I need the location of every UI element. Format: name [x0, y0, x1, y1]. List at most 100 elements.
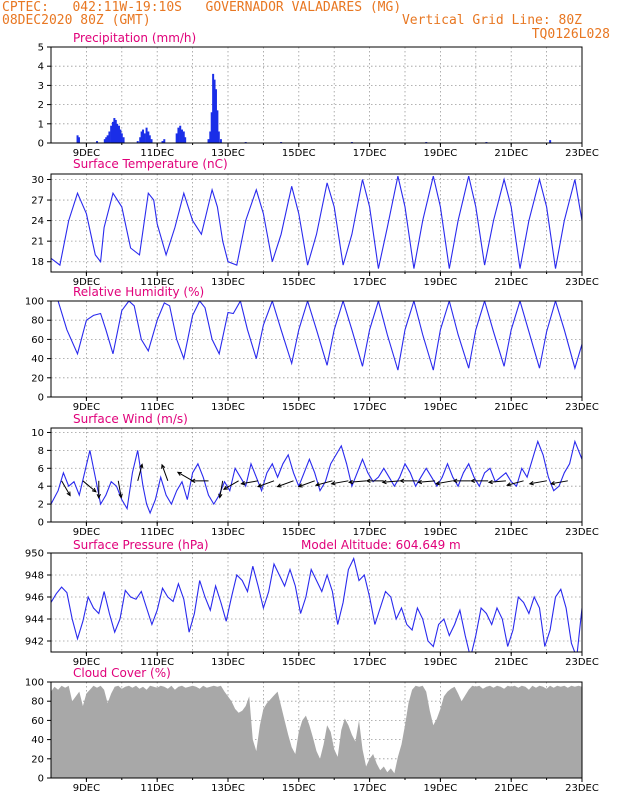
precip-bar [213, 79, 216, 143]
wind-arrow [61, 480, 71, 497]
wind-arrow [506, 480, 524, 487]
y-tick-label: 24 [31, 216, 44, 227]
x-tick-label: 21DEC [494, 402, 528, 413]
model-id: TQ0126L028 [531, 27, 610, 42]
precip-bar [122, 137, 125, 143]
wind-arrow [347, 479, 367, 485]
wind-arrow [330, 480, 349, 486]
x-tick-label: 17DEC [353, 657, 387, 668]
x-tick-label: 15DEC [282, 527, 316, 538]
y-tick-label: 40 [31, 354, 44, 365]
station-info: CPTEC: 042:11W-19:10S GOVERNADOR VALADAR… [2, 0, 402, 15]
y-tick-label: 80 [31, 697, 44, 708]
precip-bar [549, 140, 552, 143]
panel-frame [50, 46, 583, 144]
precip-bar [105, 137, 108, 143]
x-tick-label: 21DEC [494, 783, 528, 794]
y-tick-label: 80 [31, 316, 44, 327]
x-tick-label: 15DEC [282, 783, 316, 794]
plot-area [51, 174, 582, 272]
y-tick-label: 100 [25, 297, 44, 308]
precip-bar [148, 135, 151, 143]
precip-bar [182, 131, 185, 143]
x-tick-label: 13DEC [211, 277, 245, 288]
x-tick-label: 13DEC [211, 783, 245, 794]
y-tick-label: 4 [38, 62, 44, 73]
panel-title: Surface Wind (m/s) [73, 412, 188, 426]
x-tick-label: 23DEC [565, 783, 599, 794]
wind-arrow [417, 479, 436, 485]
precip-bar [139, 137, 142, 143]
x-tick-label: 11DEC [140, 783, 174, 794]
precip-bar [147, 131, 150, 143]
x-tick-label: 23DEC [565, 277, 599, 288]
pressure-line [51, 556, 582, 652]
precip-bar [120, 133, 123, 143]
x-tick-label: 19DEC [424, 527, 458, 538]
wind-arrow [82, 480, 97, 493]
plot-area [51, 428, 582, 522]
wind-arrow [137, 463, 144, 481]
pressure-panel: 942 944 946 948 950 9DEC 11DEC 13DEC 15DEC 17DEC 1… [25, 538, 599, 668]
precip-panel: 0 1 2 3 4 5 9DEC 11DEC 13DEC 15DEC 17DEC 19DEC 21DEC… [38, 31, 599, 159]
x-tick-label: 19DEC [424, 277, 458, 288]
precip-bar [212, 73, 215, 143]
cloud-panel: 0 20 40 60 80 100 9DEC 11DEC 13DEC 15DEC 17DEC 19DE… [25, 666, 599, 794]
x-tick-label: 9DEC [73, 402, 100, 413]
precip-bar [117, 125, 120, 143]
precip-bar [96, 141, 99, 143]
y-tick-label: 3 [38, 81, 44, 92]
precip-bar [207, 139, 210, 143]
x-tick-label: 15DEC [282, 148, 316, 159]
x-tick-label: 11DEC [140, 277, 174, 288]
panel-title: Relative Humidity (%) [73, 285, 204, 299]
y-tick-label: 21 [31, 237, 44, 248]
precip-bar [216, 110, 219, 143]
precip-bar [136, 141, 139, 143]
precip-bar [140, 131, 143, 143]
precip-bar [163, 139, 166, 143]
precip-bar [143, 133, 146, 143]
x-tick-label: 17DEC [353, 148, 387, 159]
panel-frame [50, 427, 583, 523]
x-tick-label: 13DEC [211, 527, 245, 538]
precip-bar [145, 127, 148, 143]
wind-arrow [117, 480, 123, 499]
x-tick-label: 11DEC [140, 402, 174, 413]
precip-bar [77, 137, 80, 143]
y-tick-label: 1 [38, 119, 44, 130]
y-tick-label: 6 [38, 464, 44, 475]
wind-arrow [381, 479, 400, 485]
panel-title: Surface Pressure (hPa) [73, 538, 209, 552]
x-tick-label: 13DEC [211, 657, 245, 668]
x-tick-label: 13DEC [211, 148, 245, 159]
wind-arrow [452, 478, 471, 484]
y-tick-label: 40 [31, 735, 44, 746]
precip-bar [110, 125, 113, 143]
wind-arrow [276, 480, 294, 488]
x-tick-label: 23DEC [565, 402, 599, 413]
panel-frame [50, 300, 583, 398]
meteogram-header: CPTEC: 042:11W-19:10S GOVERNADOR VALADAR… [0, 0, 618, 46]
precip-bar [217, 131, 220, 143]
precip-bar [184, 137, 187, 143]
wind-arrow [190, 478, 209, 484]
y-tick-label: 2 [38, 100, 44, 111]
precip-bar [175, 133, 178, 143]
precip-bar [108, 131, 111, 143]
precip-bar [150, 139, 153, 143]
x-tick-label: 11DEC [140, 527, 174, 538]
y-tick-label: 0 [38, 139, 44, 150]
plot-area [51, 553, 582, 652]
precip-bar [210, 112, 213, 143]
x-tick-label: 9DEC [73, 657, 100, 668]
precip-bar [103, 139, 106, 143]
precip-bar [179, 125, 182, 143]
precip-bar [209, 131, 212, 143]
x-tick-label: 9DEC [73, 783, 100, 794]
wind-arrow [434, 480, 453, 486]
x-tick-label: 17DEC [353, 402, 387, 413]
y-tick-label: 8 [38, 446, 44, 457]
y-tick-label: 0 [38, 774, 44, 785]
